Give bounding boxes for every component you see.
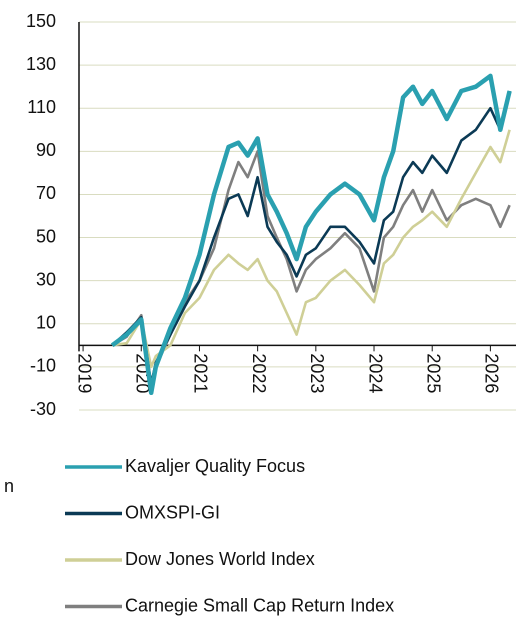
series-line (111, 90, 511, 386)
y-tick-label: 70 (36, 183, 56, 203)
x-tick-label: 2025 (423, 353, 443, 393)
y-tick-label: -10 (30, 356, 56, 376)
y-tick-label: 130 (26, 54, 56, 74)
x-tick-label: 2024 (365, 353, 385, 393)
y-tick-label: 110 (27, 97, 56, 117)
x-tick-label: 2019 (74, 353, 94, 393)
series-line (112, 129, 511, 369)
y-tick-label: 90 (36, 140, 56, 160)
y-tick-label: 30 (36, 269, 56, 289)
legend-label: Kavaljer Quality Focus (125, 456, 305, 476)
y-tick-label: 150 (26, 11, 56, 31)
series-line (110, 73, 512, 396)
x-tick-label: 2026 (482, 353, 502, 393)
legend-label: OMXSPI-GI (125, 502, 220, 522)
y-tick-label: -30 (30, 399, 56, 419)
x-tick-label: 2022 (249, 353, 269, 393)
x-tick-label: 2021 (191, 353, 211, 393)
legend-label: Carnegie Small Cap Return Index (125, 595, 394, 615)
y-tick-label: 10 (36, 313, 56, 333)
y-tick-label: 50 (36, 226, 56, 246)
clipped-text: n (4, 476, 14, 496)
x-tick-label: 2023 (307, 353, 327, 393)
legend-label: Dow Jones World Index (125, 549, 315, 569)
